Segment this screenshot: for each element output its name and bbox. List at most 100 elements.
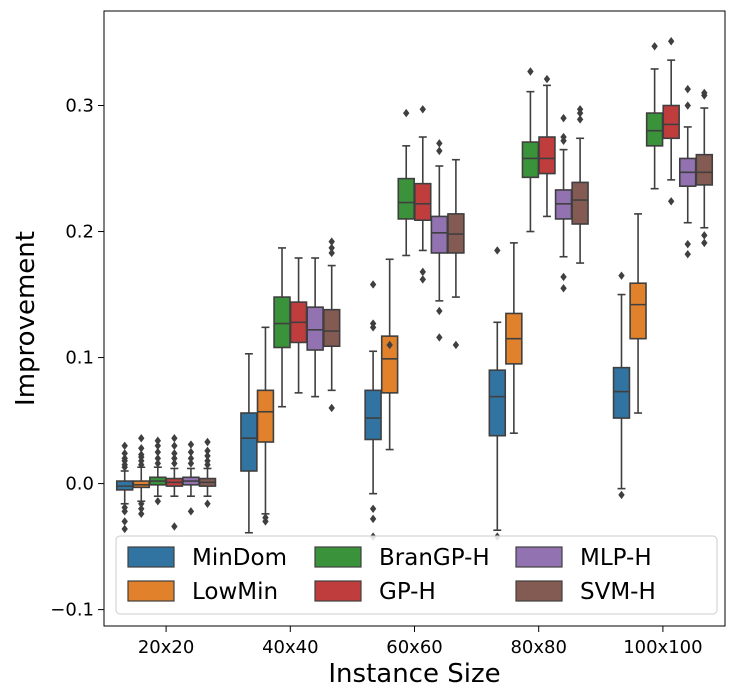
outlier-point [543, 74, 551, 84]
outlier-point [171, 441, 178, 450]
outlier-point [328, 403, 335, 413]
outlier-point [701, 88, 708, 98]
outlier-point [171, 449, 178, 458]
outlier-point [121, 454, 128, 463]
outlier-point [369, 504, 377, 513]
legend-swatch-mlp-h [515, 546, 563, 568]
outlier-point [618, 490, 625, 500]
legend-label: MinDom [192, 545, 287, 571]
outlier-point [187, 459, 195, 468]
x-tick-label: 20x20 [138, 637, 194, 658]
y-tick-label: 0.1 [65, 348, 94, 369]
outlier-point [138, 450, 145, 459]
outlier-point [436, 333, 443, 342]
box-brangp-h-100x100 [645, 112, 664, 147]
x-axis-title: Instance Size [328, 659, 500, 689]
legend-label: MLP-H [580, 545, 652, 571]
outlier-point [684, 239, 691, 249]
axes-layer: −0.1 0.0 0.1 0.2 0.3 20x20 40x40 60x60 80x80 100x… [50, 96, 702, 658]
outlier-point [576, 115, 584, 124]
y-tick-label: 0.2 [65, 222, 94, 243]
box-lowmin-60x60 [380, 335, 399, 394]
box-lowmin-100x100 [629, 282, 647, 340]
x-tick-label: 60x60 [386, 637, 442, 658]
outlier-point [560, 113, 567, 123]
box-brangp-h-80x80 [521, 141, 540, 179]
outlier-point [701, 231, 708, 240]
outlier-point [701, 238, 708, 248]
outlier-point [121, 524, 128, 534]
outlier-point [154, 459, 162, 468]
legend-swatch-svm-h [515, 580, 563, 602]
outlier-point [560, 284, 567, 293]
outlier-point [452, 340, 460, 350]
outlier-point [651, 42, 658, 51]
legend-label: SVM-H [580, 579, 656, 605]
boxes-layer [115, 37, 714, 541]
legend-label: LowMin [192, 579, 278, 605]
legend-label: BranGP-H [379, 545, 490, 571]
outlier-point [187, 447, 195, 457]
outlier-point [684, 101, 691, 110]
outlier-point [576, 105, 584, 114]
outlier-point [121, 503, 128, 512]
outlier-point [204, 499, 211, 508]
outlier-point [328, 237, 335, 246]
legend-frame [115, 535, 718, 615]
box-gp-h-60x60 [414, 182, 432, 222]
outlier-point [684, 250, 691, 259]
outlier-point [187, 454, 195, 463]
outlier-point [369, 280, 377, 289]
outlier-point [419, 267, 426, 277]
outlier-point [328, 243, 335, 253]
outlier-point [403, 108, 410, 118]
outlier-point [204, 456, 211, 466]
outlier-point [419, 275, 426, 284]
outlier-point [187, 440, 195, 449]
outlier-point [154, 497, 162, 506]
outlier-point [386, 340, 393, 350]
y-tick-label: −0.1 [50, 600, 94, 621]
outlier-point [618, 271, 625, 280]
box-mindom-80x80 [488, 369, 507, 437]
y-tick-label: 0.3 [65, 96, 94, 117]
outlier-point [667, 197, 675, 206]
outlier-point [154, 436, 162, 445]
legend-swatch-gp-h [314, 580, 362, 602]
legend-label: GP-H [379, 579, 436, 605]
legend-swatch-brangp-h [314, 546, 362, 568]
outlier-point [667, 37, 675, 46]
outlier-point [138, 444, 145, 453]
y-tick-label: 0.0 [65, 474, 94, 495]
legend-swatch-mindom [127, 546, 175, 568]
outlier-point [204, 437, 211, 447]
outlier-point [171, 454, 178, 463]
box-gp-h-80x80 [538, 136, 556, 175]
outlier-point [121, 449, 128, 458]
outlier-point [369, 319, 377, 328]
outlier-point [560, 132, 567, 142]
outlier-point [204, 446, 211, 456]
outlier-point [171, 434, 178, 443]
x-tick-label: 80x80 [510, 637, 566, 658]
outlier-point [684, 84, 691, 94]
x-tick-label: 100x100 [623, 637, 702, 658]
outlier-point [121, 517, 128, 526]
outlier-point [138, 509, 145, 519]
outlier-point [436, 146, 443, 156]
outlier-point [369, 514, 377, 524]
outlier-point [419, 105, 426, 114]
outlier-point [138, 504, 145, 513]
outlier-point [494, 246, 501, 255]
outlier-point [436, 139, 443, 148]
box-mindom-100x100 [612, 366, 631, 419]
outlier-point [204, 451, 211, 461]
box-mindom-60x60 [364, 389, 382, 441]
legend: MinDom LowMin BranGP-H GP-H MLP-H SVM-H [115, 535, 718, 615]
outlier-point [138, 434, 145, 443]
outlier-point [154, 447, 162, 457]
x-tick-label: 40x40 [262, 637, 318, 658]
outlier-point [187, 507, 195, 516]
box-mlp-h-40x40 [306, 306, 324, 351]
